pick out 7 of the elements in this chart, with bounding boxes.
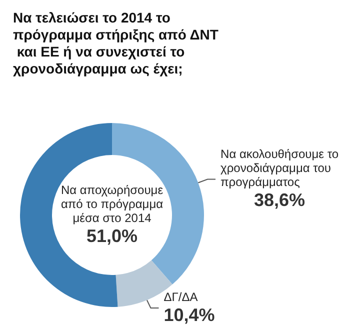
slice-label: ΔΓ/ΔΑ [164, 290, 198, 304]
data-label: 10,4% [164, 305, 215, 325]
slice-label: Να ακολουθήσουμε το χρονοδιάγραμμα του προγράμματος [220, 147, 339, 190]
data-label: 38,6% [254, 190, 306, 210]
slice-label: Να αποχωρήσουμε από το πρόγραμμα μέσα στο 2014 [60, 183, 164, 225]
data-label: 51,0% [86, 226, 138, 246]
chart-title: Να τελειώσει το 2014 το πρόγραμμα στήριξης από ΔΝΤ και ΕΕ ή να συνεχιστεί το χρονοδιάγραμμα ως έχει; [13, 10, 219, 76]
